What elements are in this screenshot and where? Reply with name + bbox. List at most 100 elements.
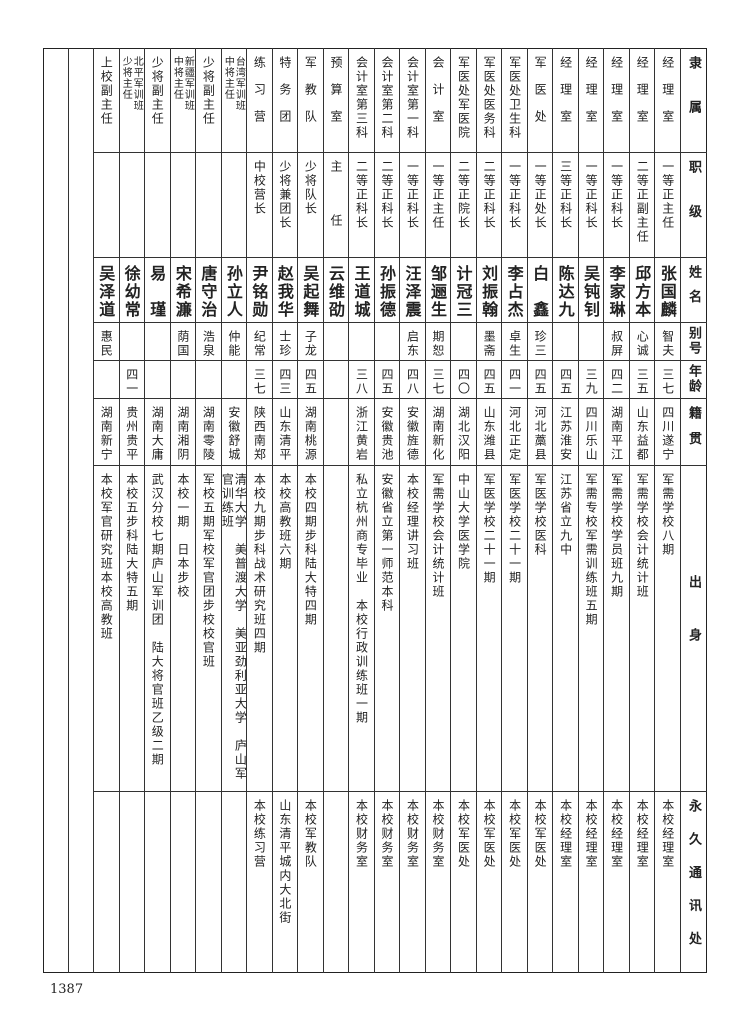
native-place: 浙江黄岩 [354,406,369,462]
education-cell: 本校五步科陆大特五期 [119,465,145,791]
alias-cell [144,322,170,360]
unit-cell: 预算室 [323,48,349,152]
age: 四三 [277,368,292,396]
education-cell: 军需专校军需训练班五期 [578,465,604,791]
name-cell: 陈达九 [552,257,578,322]
address-cell [93,791,119,973]
alias: 叔屏 [609,330,624,358]
alias-cell: 仲能 [221,322,247,360]
age: 三五 [635,368,650,396]
rank: 三等正科长 [558,160,573,230]
native-place-cell: 湖南大庸 [144,398,170,465]
address: 本校军医处 [507,799,522,869]
name: 唐守治 [198,265,218,319]
unit-cell: 军医处军医院 [450,48,476,152]
rank-cell: 一等正科长 [578,152,604,257]
rank-cell: 一等正科长 [501,152,527,257]
alias: 子龙 [303,330,318,358]
alias-cell: 启东 [399,322,425,360]
age: 三七 [660,368,675,396]
unit-cell: 经理室 [578,48,604,152]
education: 江苏省立九中 [558,473,573,557]
header-unit-cell: 隶属 [680,48,707,152]
name: 易 瑾 [147,265,167,319]
name: 陈达九 [555,265,575,319]
column-divider [68,48,69,973]
native-place-cell: 江苏淮安 [552,398,578,465]
native-place-cell: 贵州贵平 [119,398,145,465]
age-cell: 四〇 [450,360,476,398]
rank: 少将队长 [303,160,318,216]
unit: 预算室 [328,56,343,137]
age-cell: 三九 [578,360,604,398]
address-cell: 本校经理室 [654,791,680,973]
native-place: 贵州贵平 [124,406,139,462]
native-place: 湖南湘阴 [175,406,190,462]
unit: 练习营 [252,56,267,137]
alias: 期恕 [431,330,446,358]
education-cell: 江苏省立九中 [552,465,578,791]
native-place: 湖南新宁 [99,406,114,462]
education: 本校九期步科战术研究班四期 [252,473,267,655]
name: 尹铭勋 [249,265,269,319]
header-alias-cell: 别号 [680,322,707,360]
native-place-cell: 陕西南郑 [246,398,272,465]
name: 李家琳 [606,265,626,319]
alias-cell [119,322,145,360]
native-place-cell: 湖南平江 [603,398,629,465]
name-cell: 宋希濂 [170,257,196,322]
education: 中山大学医学院 [456,473,471,571]
education: 军需学校学员班九期 [609,473,624,599]
address: 本校军医处 [482,799,497,869]
rank-cell [221,152,247,257]
education-cell: 本校经理讲习班 [399,465,425,791]
unit-cell: 少将副主任 [144,48,170,152]
address-cell: 本校财务室 [425,791,451,973]
alias-cell: 墨斋 [476,322,502,360]
column-divider [450,48,452,973]
address-cell [221,791,247,973]
unit-cell: 会计室第二科 [374,48,400,152]
education-cell: 私立杭州商专毕业 本校行政训练班一期 [348,465,374,791]
education: 军需学校会计统计班 [635,473,650,599]
name: 徐幼常 [121,265,141,319]
address: 本校练习营 [252,799,267,869]
education-cell: 军需学校学员班九期 [603,465,629,791]
rank-cell: 二等正院长 [450,152,476,257]
native-place: 山东潍县 [482,406,497,462]
name: 邹逦生 [428,265,448,319]
rank: 一等正主任 [431,160,446,230]
age-cell: 三七 [425,360,451,398]
rank: 二等正科长 [482,160,497,230]
unit-cell: 会计室 [425,48,451,152]
unit: 军医处卫生科 [507,56,522,140]
name-cell: 邹逦生 [425,257,451,322]
native-place: 安徽旌德 [405,406,420,462]
alias-cell: 卓生 [501,322,527,360]
education: 军需专校军需训练班五期 [584,473,599,627]
native-place-cell: 安徽贵池 [374,398,400,465]
education: 本校军官研究班本校高教班 [99,473,114,641]
name-cell: 计冠三 [450,257,476,322]
unit: 军医处军医院 [456,56,471,140]
education-cell: 本校九期步科战术研究班四期 [246,465,272,791]
name-cell: 赵我华 [272,257,298,322]
address: 本校经理室 [660,799,675,869]
column-divider [322,48,324,973]
alias: 卓生 [507,330,522,358]
rank-cell: 二等正科长 [476,152,502,257]
education-cell: 本校一期 日本步校 [170,465,196,791]
name: 王道城 [351,265,371,319]
name-cell: 王道城 [348,257,374,322]
age-cell: 四五 [297,360,323,398]
age: 四〇 [456,368,471,396]
name: 赵我华 [274,265,294,319]
education: 军校五期军校军官团步校校官班 [201,473,216,669]
header-address-cell: 永久通讯处 [680,791,707,973]
row-divider [93,465,707,466]
unit-cell: 经理室 [603,48,629,152]
rank-cell: 少将队长 [297,152,323,257]
unit-cell: 新疆军训班 中将主任 [170,48,196,152]
education-cell: 军校五期军校军官团步校校官班 [195,465,221,791]
alias: 士珍 [277,330,292,358]
